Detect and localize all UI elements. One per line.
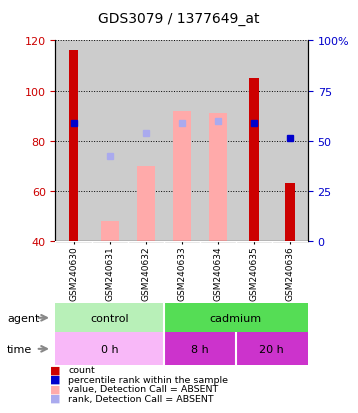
Text: GSM240630: GSM240630: [69, 245, 78, 300]
Text: GSM240632: GSM240632: [141, 245, 150, 300]
Text: GSM240631: GSM240631: [105, 245, 114, 300]
Text: 8 h: 8 h: [191, 344, 209, 354]
Text: rank, Detection Call = ABSENT: rank, Detection Call = ABSENT: [68, 394, 214, 403]
Text: time: time: [7, 344, 33, 354]
Text: cadmium: cadmium: [210, 313, 262, 323]
Text: ■: ■: [50, 365, 61, 375]
Bar: [173, 112, 191, 242]
Bar: [236, 332, 308, 366]
Text: ■: ■: [50, 384, 61, 394]
Text: ■: ■: [50, 393, 61, 403]
Bar: [164, 304, 308, 332]
Text: GSM240634: GSM240634: [213, 245, 222, 300]
Text: percentile rank within the sample: percentile rank within the sample: [68, 375, 228, 384]
Bar: [69, 51, 78, 242]
Bar: [55, 332, 164, 366]
Bar: [101, 221, 118, 242]
Bar: [285, 184, 295, 242]
Text: GSM240636: GSM240636: [285, 245, 294, 300]
Text: GSM240635: GSM240635: [249, 245, 258, 300]
Text: ■: ■: [50, 374, 61, 384]
Bar: [249, 79, 259, 242]
Bar: [209, 114, 227, 242]
Bar: [137, 166, 155, 242]
Text: agent: agent: [7, 313, 39, 323]
Text: GSM240633: GSM240633: [177, 245, 186, 300]
Text: GDS3079 / 1377649_at: GDS3079 / 1377649_at: [98, 12, 260, 26]
Text: value, Detection Call = ABSENT: value, Detection Call = ABSENT: [68, 384, 218, 393]
Bar: [164, 332, 236, 366]
Text: count: count: [68, 365, 95, 374]
Bar: [55, 304, 164, 332]
Text: control: control: [90, 313, 129, 323]
Text: 0 h: 0 h: [101, 344, 118, 354]
Text: 20 h: 20 h: [260, 344, 284, 354]
